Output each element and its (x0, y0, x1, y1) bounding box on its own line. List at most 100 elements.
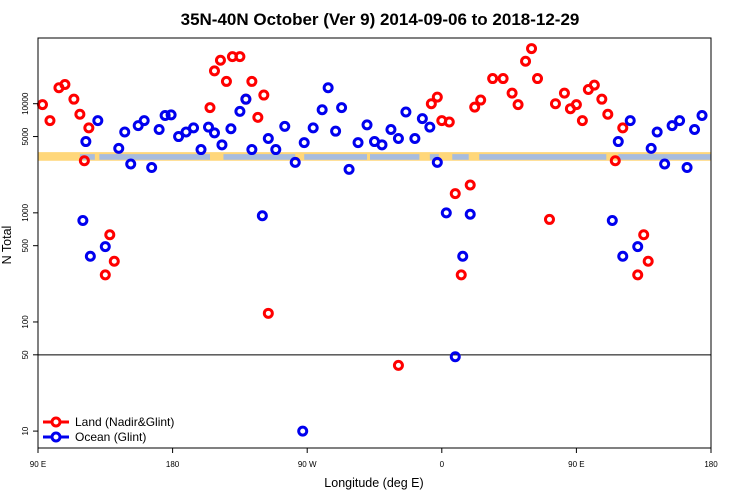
points-layer (36, 43, 708, 437)
ocean-point (77, 215, 89, 227)
ocean-point (298, 137, 310, 149)
band-fill-ocean (429, 154, 439, 160)
land-point (617, 122, 629, 134)
y-axis-label: N Total (0, 226, 14, 265)
x-tick-label: 90 W (298, 460, 317, 469)
land-point (543, 213, 555, 225)
ocean-point (696, 109, 708, 121)
ocean-point (195, 144, 207, 156)
land-point (497, 73, 509, 85)
land-point (570, 99, 582, 111)
ocean-point (256, 210, 268, 222)
land-point (455, 269, 467, 281)
band-fill-ocean (99, 154, 210, 160)
land-point (532, 73, 544, 85)
x-tick-label: 180 (166, 460, 180, 469)
ocean-point (262, 132, 274, 144)
land-point (392, 359, 404, 371)
land-point (262, 307, 274, 319)
land-point (258, 89, 270, 101)
ocean-point (234, 105, 246, 117)
ocean-point (336, 102, 348, 114)
legend-marker (50, 431, 62, 443)
ocean-point (208, 127, 220, 139)
y-tick-label: 1000 (21, 203, 30, 221)
land-point (638, 229, 650, 241)
y-tick-label: 500 (21, 238, 30, 252)
land-point (252, 111, 264, 123)
ocean-point (119, 126, 131, 138)
ocean-point (113, 142, 125, 154)
chart-title: 35N-40N October (Ver 9) 2014-09-06 to 20… (181, 10, 580, 29)
ocean-point (165, 109, 177, 121)
land-point (512, 99, 524, 111)
ocean-point (153, 124, 165, 136)
y-axis: 10 50 100 500 1000 5000 10000 (21, 92, 38, 436)
land-point (246, 75, 258, 87)
land-point (506, 87, 518, 99)
ocean-point (80, 136, 92, 148)
land-point (78, 155, 90, 167)
ocean-point (240, 93, 252, 105)
land-point (431, 91, 443, 103)
ocean-point (246, 144, 258, 156)
land-point (464, 179, 476, 191)
y-tick-label: 5000 (21, 127, 30, 145)
ocean-point (659, 158, 671, 170)
x-tick-label: 180 (704, 460, 718, 469)
ocean-point (666, 120, 678, 132)
x-axis: 90 E 180 90 W 0 90 E 180 (30, 448, 718, 469)
band-fill-ocean (618, 154, 711, 160)
ocean-point (424, 121, 436, 133)
ocean-point (457, 250, 469, 262)
ocean-point (188, 122, 200, 134)
ocean-point (330, 125, 342, 137)
land-point (487, 73, 499, 85)
ocean-point (361, 119, 373, 131)
ocean-point (173, 131, 185, 143)
ocean-point (138, 115, 150, 127)
land-point (220, 75, 232, 87)
land-point (642, 255, 654, 267)
ocean-point (645, 142, 657, 154)
land-point (520, 55, 532, 67)
land-point (108, 255, 120, 267)
land-point (36, 99, 48, 111)
ocean-point (159, 109, 171, 121)
land-point (602, 108, 614, 120)
ocean-point (409, 132, 421, 144)
ocean-point (464, 208, 476, 220)
y-tick-label: 50 (21, 350, 30, 359)
ocean-point (416, 113, 428, 125)
land-point (475, 94, 487, 106)
land-point (44, 115, 56, 127)
ocean-point (84, 250, 96, 262)
land-point (234, 51, 246, 63)
ocean-point (612, 136, 624, 148)
land-point (104, 229, 116, 241)
land-point (632, 269, 644, 281)
ocean-point (632, 241, 644, 253)
ocean-point (352, 137, 364, 149)
y-tick-label: 100 (21, 315, 30, 329)
plot-frame (37, 37, 712, 449)
land-point (83, 122, 95, 134)
ocean-point (322, 82, 334, 94)
ocean-point (99, 241, 111, 253)
ocean-point (316, 104, 328, 116)
ocean-point (125, 158, 137, 170)
x-tick-label: 90 E (30, 460, 46, 469)
land-point (68, 93, 80, 105)
ocean-point (400, 106, 412, 118)
ocean-point (289, 156, 301, 168)
land-point (204, 102, 216, 114)
band-fill-ocean (479, 154, 607, 160)
ocean-point (681, 162, 693, 174)
legend-marker (50, 416, 62, 428)
ocean-point (92, 115, 104, 127)
legend-label: Ocean (Glint) (75, 430, 146, 444)
land-point (609, 155, 621, 167)
ocean-point (449, 351, 461, 363)
ocean-point (225, 123, 237, 135)
